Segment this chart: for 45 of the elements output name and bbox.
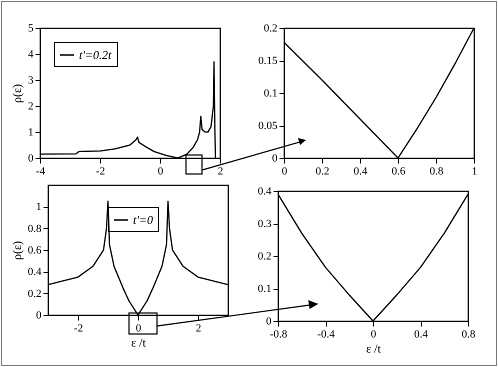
x-axis-title: ε /t	[366, 342, 382, 356]
y-tick-label: 0.8	[28, 222, 42, 235]
y-tick-label: 0	[28, 152, 34, 164]
y-tick-label: 0.2	[28, 288, 42, 300]
y-tick-label: 0.1	[264, 88, 278, 100]
x-tick-label: -4	[36, 166, 46, 178]
x-tick-label: 0	[282, 166, 288, 178]
x-axis-title: ε /t	[131, 336, 147, 350]
y-tick-label: 0.2	[264, 22, 278, 34]
y-tick-label: 0.6	[28, 244, 42, 256]
x-tick-label: 0.8	[462, 328, 476, 340]
x-tick-label: 0.4	[414, 328, 428, 340]
y-tick-label: 2	[28, 100, 34, 112]
x-tick-label: -2	[96, 166, 106, 178]
legend-label: t'=0.2t	[79, 48, 112, 62]
y-axis-title: ρ(ε)	[10, 84, 24, 104]
x-tick-label: 0.2	[316, 166, 330, 178]
x-tick-label: 2	[196, 322, 202, 334]
x-tick-label: 2	[218, 166, 224, 178]
x-tick-label: 0	[158, 166, 164, 178]
x-tick-label: -2	[74, 322, 84, 334]
y-tick-label: 0	[36, 310, 42, 322]
y-tick-label: 0.3	[258, 218, 272, 230]
y-tick-label: 0.1	[258, 283, 272, 295]
x-tick-label: 0	[370, 328, 377, 340]
y-axis-title: ρ(ε)	[10, 240, 24, 260]
y-tick-label: 0.4	[28, 266, 42, 278]
y-tick-label: 0.4	[258, 186, 272, 198]
x-tick-label: 0	[136, 322, 142, 334]
x-tick-label: -0.4	[317, 328, 336, 340]
x-tick-label: 0.6	[392, 166, 406, 178]
y-tick-label: 1	[28, 126, 34, 138]
legend-label: t'=0	[133, 213, 153, 227]
y-tick-label: 3	[28, 74, 34, 86]
x-tick-label: -0.8	[270, 328, 288, 340]
y-tick-label: 0.05	[258, 120, 278, 132]
x-tick-label: 0.8	[430, 166, 444, 178]
y-tick-label: 1	[36, 201, 42, 214]
x-tick-label: 1	[472, 166, 478, 178]
y-tick-label: 0	[272, 152, 278, 164]
x-tick-label: 0.4	[354, 166, 368, 178]
y-tick-label: 5	[28, 22, 34, 34]
y-tick-label: 0.2	[258, 250, 272, 262]
y-tick-label: 0.15	[258, 55, 278, 67]
y-tick-label: 4	[28, 48, 34, 60]
